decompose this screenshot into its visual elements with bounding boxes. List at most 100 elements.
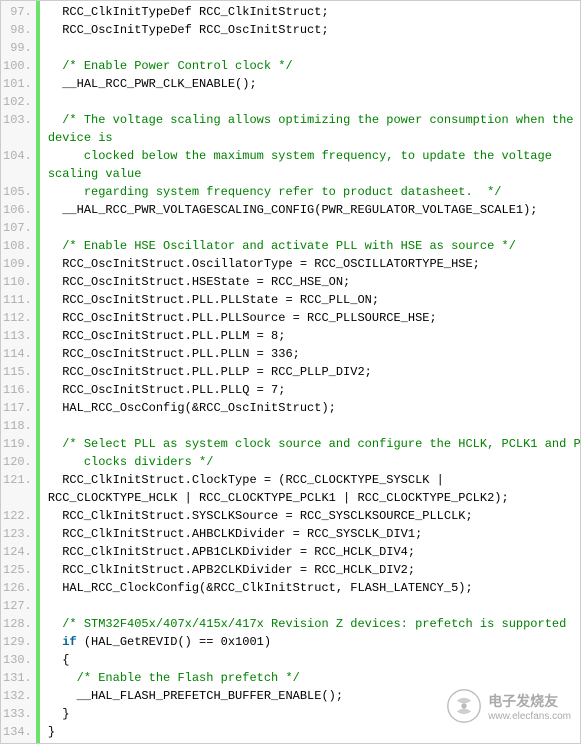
code-token-plain: RCC_ClkInitStruct.ClockType = (RCC_CLOCK…	[48, 473, 509, 505]
code-line[interactable]: regarding system frequency refer to prod…	[42, 183, 580, 201]
line-number: 117.	[3, 399, 32, 417]
line-number: 99.	[3, 39, 32, 57]
code-line[interactable]	[42, 219, 580, 237]
code-line[interactable]: RCC_OscInitStruct.PLL.PLLN = 336;	[42, 345, 580, 363]
code-token-plain: RCC_OscInitTypeDef RCC_OscInitStruct;	[48, 23, 329, 37]
code-line[interactable]: __HAL_RCC_PWR_CLK_ENABLE();	[42, 75, 580, 93]
line-number: 124.	[3, 543, 32, 561]
code-token-keyword: if	[62, 635, 76, 649]
code-line[interactable]: RCC_ClkInitStruct.AHBCLKDivider = RCC_SY…	[42, 525, 580, 543]
line-number: 127.	[3, 597, 32, 615]
code-line[interactable]: __HAL_FLASH_PREFETCH_BUFFER_ENABLE();	[42, 687, 580, 705]
line-number: 110.	[3, 273, 32, 291]
code-token-plain: RCC_OscInitStruct.HSEState = RCC_HSE_ON;	[48, 275, 350, 289]
line-number: 132.	[3, 687, 32, 705]
code-line[interactable]: RCC_OscInitStruct.OscillatorType = RCC_O…	[42, 255, 580, 273]
code-token-plain: RCC_OscInitStruct.PLL.PLLQ = 7;	[48, 383, 286, 397]
code-line[interactable]: RCC_OscInitStruct.PLL.PLLQ = 7;	[42, 381, 580, 399]
code-token-comment: /* Enable Power Control clock */	[62, 59, 292, 73]
code-line[interactable]: HAL_RCC_OscConfig(&RCC_OscInitStruct);	[42, 399, 580, 417]
line-number: 123.	[3, 525, 32, 543]
code-line[interactable]	[42, 417, 580, 435]
code-line[interactable]: RCC_OscInitStruct.PLL.PLLM = 8;	[42, 327, 580, 345]
code-line[interactable]: }	[42, 705, 580, 723]
code-line[interactable]: /* Enable Power Control clock */	[42, 57, 580, 75]
line-number: 113.	[3, 327, 32, 345]
code-token-comment: clocked below the maximum system frequen…	[48, 149, 559, 181]
line-number: 115.	[3, 363, 32, 381]
code-token-plain: RCC_OscInitStruct.PLL.PLLM = 8;	[48, 329, 286, 343]
line-number: 108.	[3, 237, 32, 255]
code-token-plain: (HAL_GetREVID() == 0x1001)	[77, 635, 271, 649]
code-area[interactable]: RCC_ClkInitTypeDef RCC_ClkInitStruct; RC…	[37, 1, 580, 743]
code-line[interactable]	[42, 597, 580, 615]
code-token-comment: regarding system frequency refer to prod…	[48, 185, 502, 199]
code-token-plain: RCC_ClkInitStruct.AHBCLKDivider = RCC_SY…	[48, 527, 422, 541]
code-line[interactable]: __HAL_RCC_PWR_VOLTAGESCALING_CONFIG(PWR_…	[42, 201, 580, 219]
code-line[interactable]: RCC_ClkInitStruct.APB1CLKDivider = RCC_H…	[42, 543, 580, 561]
code-line[interactable]: RCC_OscInitStruct.PLL.PLLP = RCC_PLLP_DI…	[42, 363, 580, 381]
line-number: 118.	[3, 417, 32, 435]
code-line[interactable]: clocks dividers */	[42, 453, 580, 471]
line-number: 106.	[3, 201, 32, 219]
line-number: 107.	[3, 219, 32, 237]
code-token-plain: RCC_ClkInitStruct.SYSCLKSource = RCC_SYS…	[48, 509, 473, 523]
line-number: 130.	[3, 651, 32, 669]
code-token-plain	[48, 599, 55, 613]
code-line[interactable]: HAL_RCC_ClockConfig(&RCC_ClkInitStruct, …	[42, 579, 580, 597]
code-line[interactable]	[42, 93, 580, 111]
code-token-plain: {	[48, 653, 70, 667]
line-number: 104.	[3, 147, 32, 183]
line-number: 126.	[3, 579, 32, 597]
line-number: 111.	[3, 291, 32, 309]
code-line[interactable]: /* Select PLL as system clock source and…	[42, 435, 580, 453]
line-number: 100.	[3, 57, 32, 75]
line-number: 116.	[3, 381, 32, 399]
code-line[interactable]: RCC_ClkInitStruct.APB2CLKDivider = RCC_H…	[42, 561, 580, 579]
code-token-comment: /* Enable the Flash prefetch */	[77, 671, 300, 685]
code-line[interactable]: RCC_OscInitStruct.HSEState = RCC_HSE_ON;	[42, 273, 580, 291]
line-number: 133.	[3, 705, 32, 723]
code-token-plain: RCC_OscInitStruct.PLL.PLLP = RCC_PLLP_DI…	[48, 365, 372, 379]
line-number: 128.	[3, 615, 32, 633]
code-token-plain: HAL_RCC_ClockConfig(&RCC_ClkInitStruct, …	[48, 581, 473, 595]
code-line[interactable]	[42, 39, 580, 57]
line-number: 122.	[3, 507, 32, 525]
code-line[interactable]: /* The voltage scaling allows optimizing…	[42, 111, 580, 147]
code-token-plain: }	[48, 707, 70, 721]
code-token-comment: clocks dividers */	[48, 455, 214, 469]
line-number: 109.	[3, 255, 32, 273]
code-token-plain	[48, 95, 55, 109]
line-number: 129.	[3, 633, 32, 651]
code-token-plain: RCC_ClkInitStruct.APB2CLKDivider = RCC_H…	[48, 563, 415, 577]
code-line[interactable]: RCC_OscInitTypeDef RCC_OscInitStruct;	[42, 21, 580, 39]
code-line[interactable]: {	[42, 651, 580, 669]
code-token-plain: RCC_ClkInitTypeDef RCC_ClkInitStruct;	[48, 5, 329, 19]
code-token-plain	[48, 437, 62, 451]
code-token-plain: __HAL_FLASH_PREFETCH_BUFFER_ENABLE();	[48, 689, 343, 703]
code-token-plain: RCC_OscInitStruct.PLL.PLLN = 336;	[48, 347, 300, 361]
code-token-plain	[48, 635, 62, 649]
line-number: 98.	[3, 21, 32, 39]
code-line[interactable]: RCC_OscInitStruct.PLL.PLLState = RCC_PLL…	[42, 291, 580, 309]
code-line[interactable]: /* Enable HSE Oscillator and activate PL…	[42, 237, 580, 255]
code-line[interactable]: RCC_ClkInitStruct.ClockType = (RCC_CLOCK…	[42, 471, 580, 507]
line-number: 120.	[3, 453, 32, 471]
code-token-plain	[48, 671, 77, 685]
line-number: 101.	[3, 75, 32, 93]
code-line[interactable]: }	[42, 723, 580, 741]
code-token-comment: /* Enable HSE Oscillator and activate PL…	[62, 239, 516, 253]
code-token-plain	[48, 41, 55, 55]
code-line[interactable]: if (HAL_GetREVID() == 0x1001)	[42, 633, 580, 651]
code-line[interactable]: /* STM32F405x/407x/415x/417x Revision Z …	[42, 615, 580, 633]
code-line[interactable]: RCC_ClkInitTypeDef RCC_ClkInitStruct;	[42, 3, 580, 21]
line-number: 97.	[3, 3, 32, 21]
code-line[interactable]: RCC_OscInitStruct.PLL.PLLSource = RCC_PL…	[42, 309, 580, 327]
code-line[interactable]: clocked below the maximum system frequen…	[42, 147, 580, 183]
code-token-plain	[48, 419, 55, 433]
line-number: 105.	[3, 183, 32, 201]
code-line[interactable]: /* Enable the Flash prefetch */	[42, 669, 580, 687]
code-line[interactable]: RCC_ClkInitStruct.SYSCLKSource = RCC_SYS…	[42, 507, 580, 525]
code-token-plain	[48, 59, 62, 73]
code-token-plain	[48, 617, 62, 631]
